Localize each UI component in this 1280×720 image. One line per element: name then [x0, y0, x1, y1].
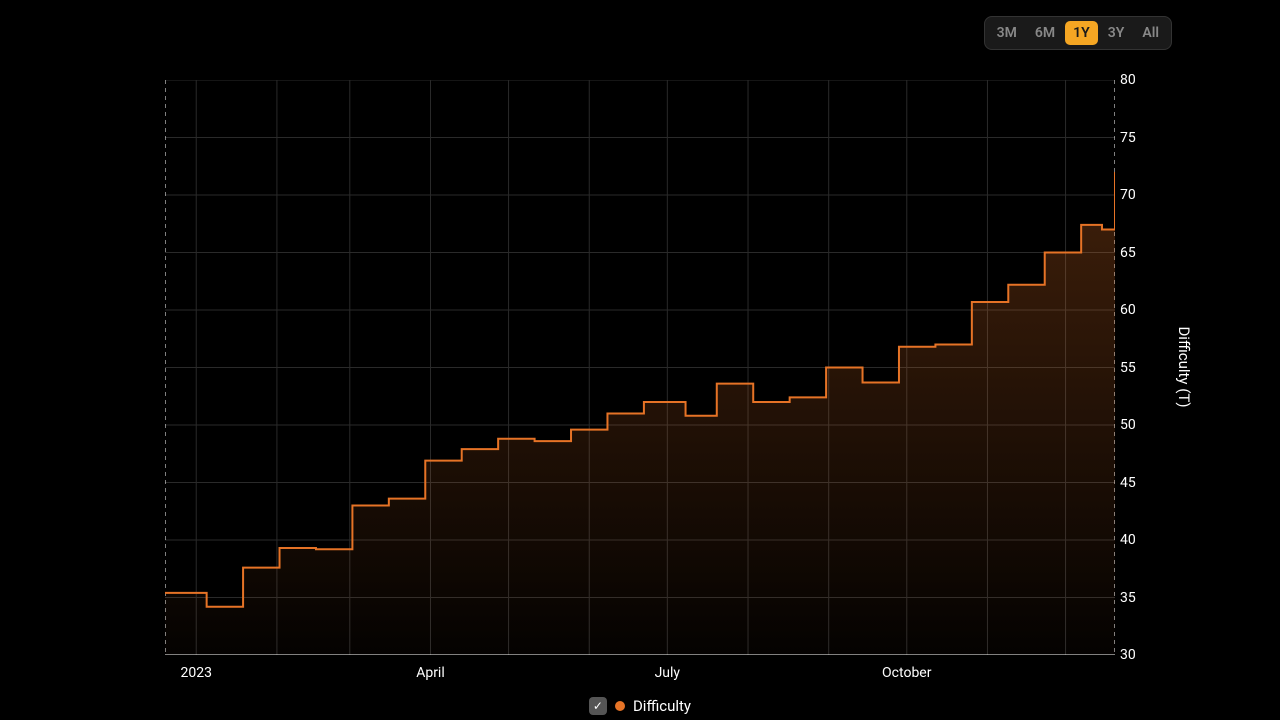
x-axis-tick-labels: 2023 April July October — [165, 665, 1115, 685]
range-button-1y[interactable]: 1Y — [1065, 21, 1098, 45]
y-axis-tick-labels: 3035404550556065707580 — [1120, 80, 1160, 655]
legend-series-dot — [615, 701, 625, 711]
time-range-selector: 3M6M1Y3YAll — [984, 16, 1172, 50]
y-tick-label: 65 — [1120, 245, 1136, 261]
y-tick-label: 45 — [1120, 475, 1136, 491]
y-tick-label: 70 — [1120, 187, 1136, 203]
x-tick-label: July — [655, 665, 680, 681]
y-tick-label: 75 — [1120, 130, 1136, 146]
y-tick-label: 55 — [1120, 360, 1136, 376]
x-tick-label: October — [882, 665, 931, 681]
y-tick-label: 60 — [1120, 302, 1136, 318]
y-axis-title: Difficulty (T) — [1175, 326, 1193, 407]
y-tick-label: 50 — [1120, 417, 1136, 433]
y-tick-label: 40 — [1120, 532, 1136, 548]
y-tick-label: 80 — [1120, 72, 1136, 88]
range-button-all[interactable]: All — [1134, 21, 1167, 45]
legend-series-label: Difficulty — [633, 697, 691, 715]
y-tick-label: 35 — [1120, 590, 1136, 606]
range-button-3m[interactable]: 3M — [989, 21, 1025, 45]
chart-plot-area — [165, 80, 1115, 655]
y-tick-label: 30 — [1120, 647, 1136, 663]
difficulty-step-chart — [165, 80, 1115, 655]
legend-toggle-checkbox[interactable]: ✓ — [589, 697, 607, 715]
x-tick-label: April — [416, 665, 445, 681]
range-button-6m[interactable]: 6M — [1027, 21, 1063, 45]
range-button-3y[interactable]: 3Y — [1100, 21, 1133, 45]
chart-legend: ✓ Difficulty — [0, 697, 1280, 715]
x-tick-label: 2023 — [180, 665, 211, 681]
